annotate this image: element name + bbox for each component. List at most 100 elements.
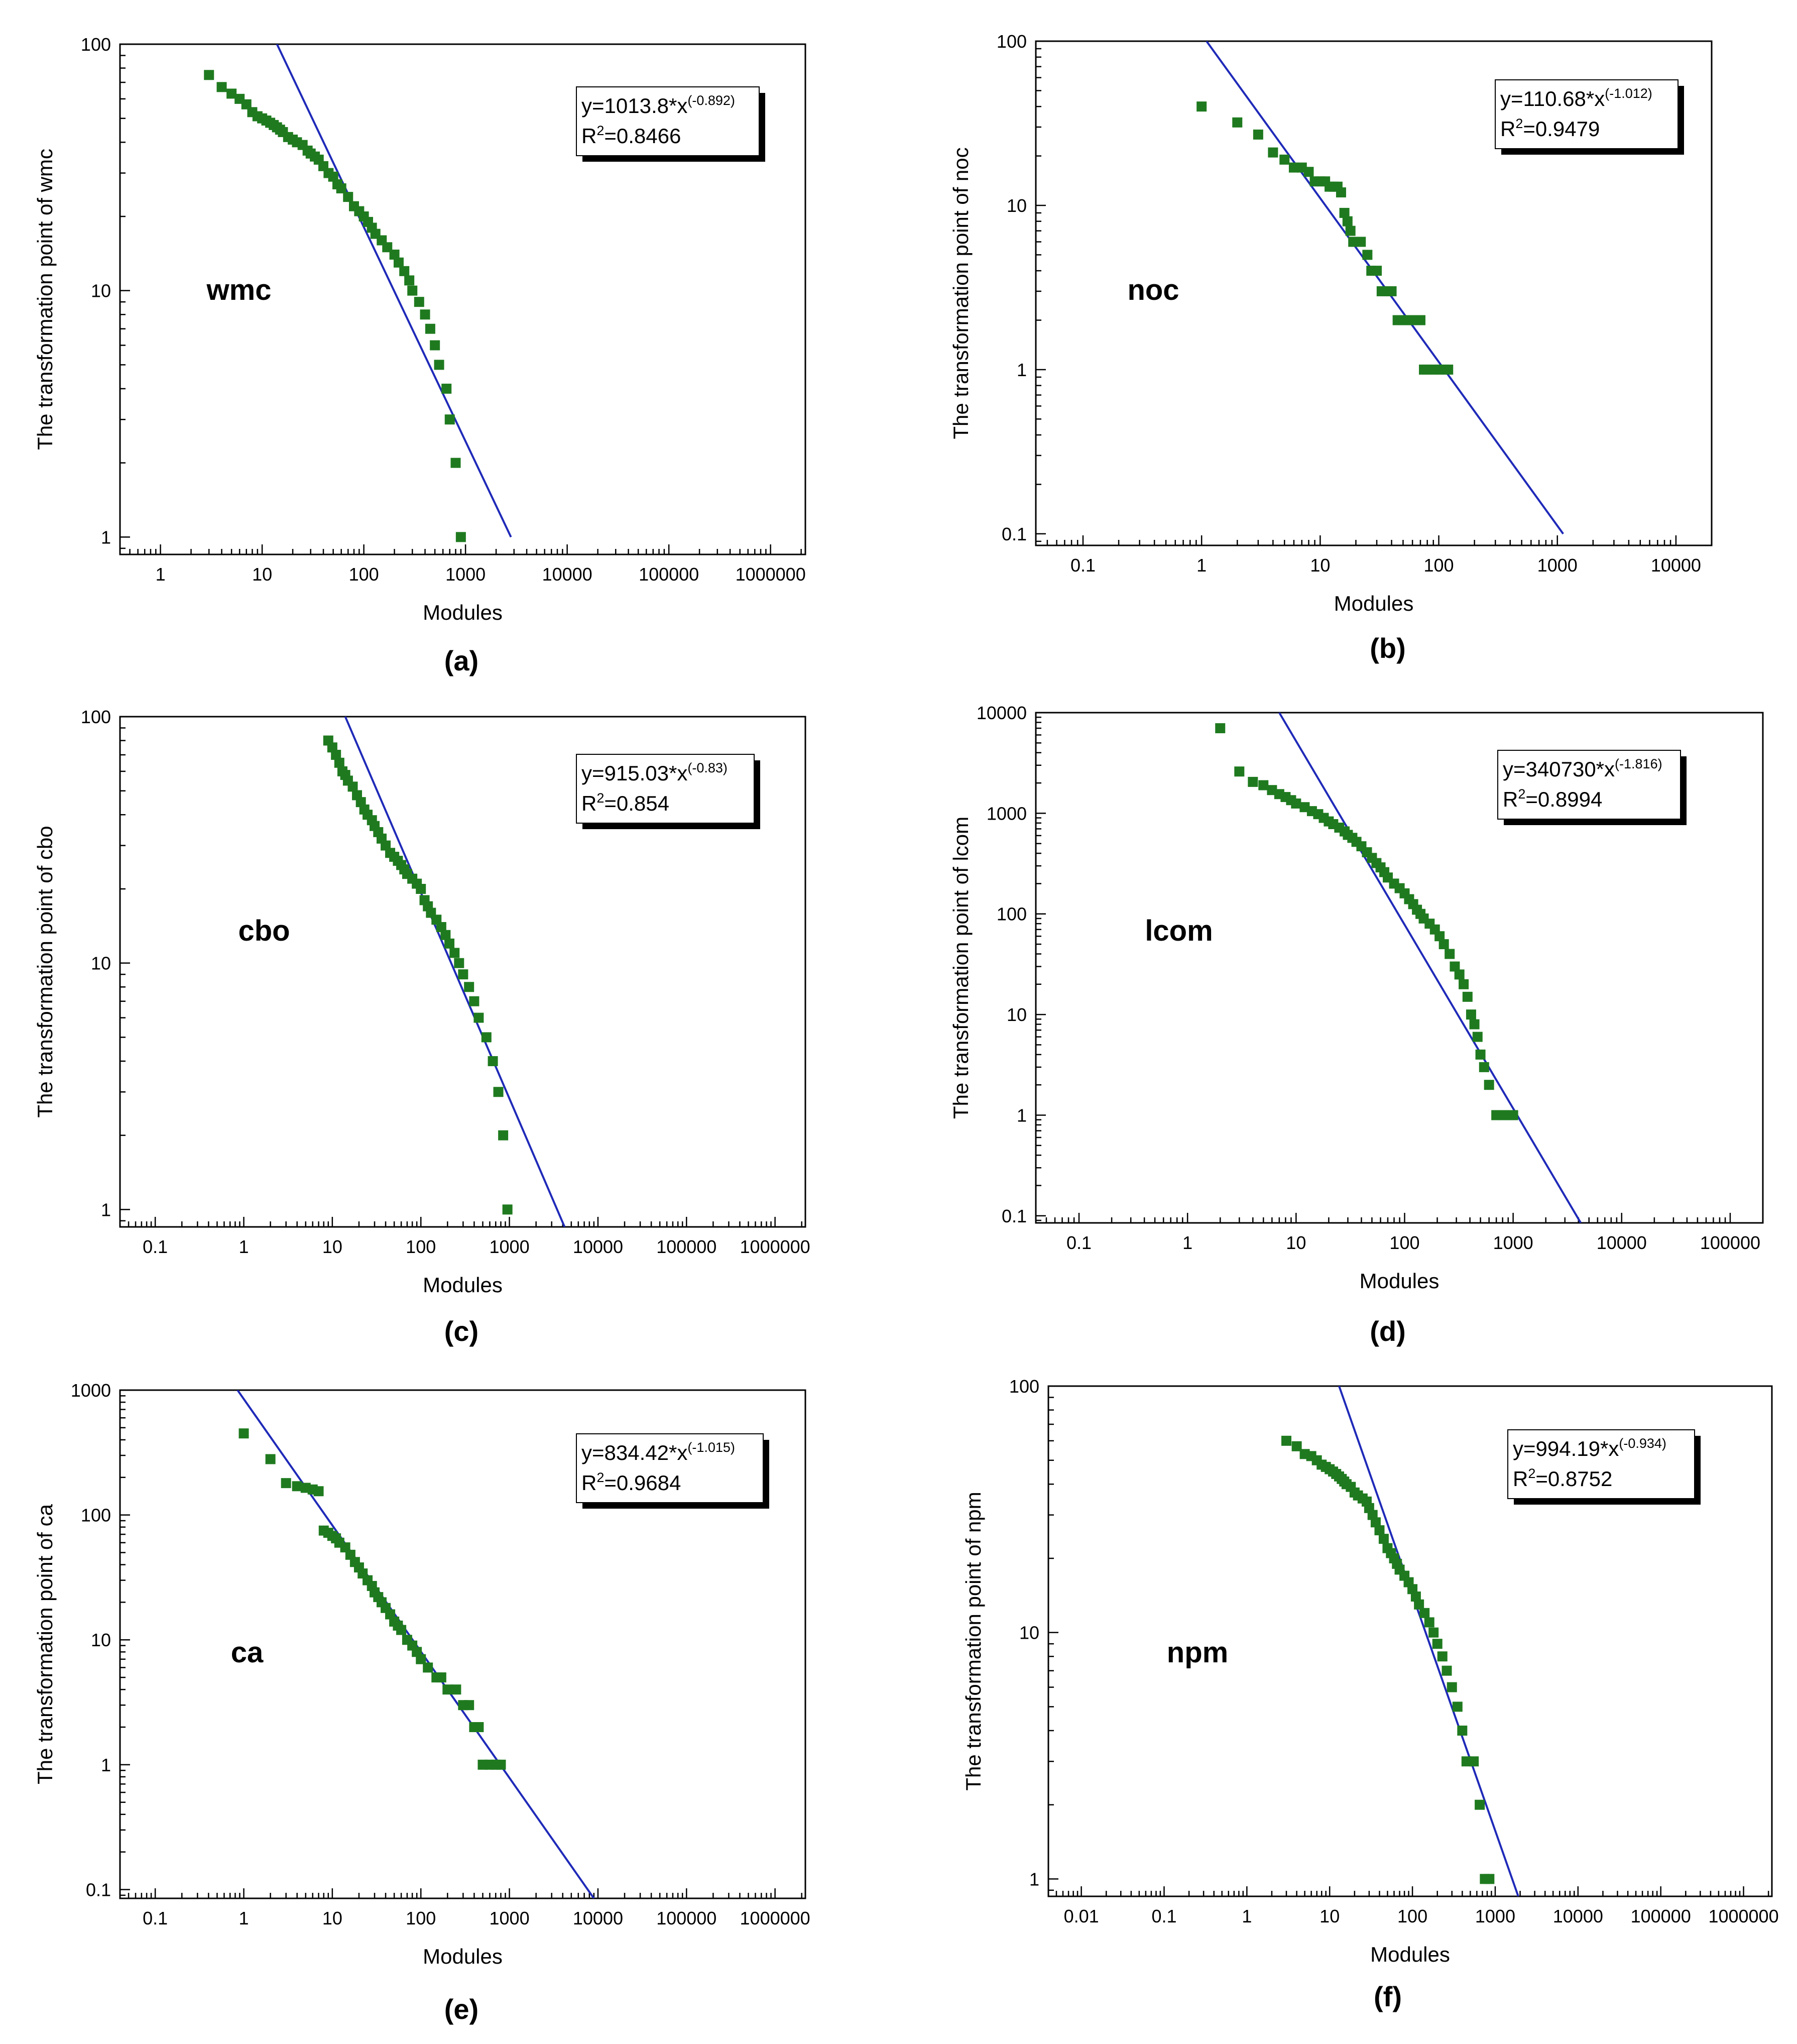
x-tick-label: 0.01 [1064,1906,1099,1926]
equation-box [576,1433,764,1503]
panel-caption: (e) [444,1993,478,2025]
data-point [1484,1874,1495,1884]
x-tick-label: 0.1 [143,1908,168,1928]
x-tick-label: 1000 [1493,1232,1533,1253]
data-point [1370,1517,1381,1528]
data-point [464,1700,474,1711]
data-point [1253,129,1263,140]
data-point [414,297,424,307]
r-squared-value: =0.9684 [604,1471,681,1495]
data-point [399,266,410,276]
r-squared: R2=0.9684 [581,1470,681,1495]
y-tick-label: 100 [997,31,1027,52]
data-point [451,1684,461,1695]
x-tick-label: 1 [1182,1232,1192,1253]
panel-f: 0.01 0.1 1 10 100 1000 10000 100000 1000000 1 10 10… [962,1376,1779,2012]
fit-line [344,717,566,1227]
metric-label: cbo [238,915,290,947]
data-point [1447,1682,1457,1692]
y-axis-label: The transformation point of wmc [33,149,57,450]
x-tick-label: 100000 [656,1236,716,1257]
data-point [334,757,344,768]
fit-equation-text: y=834.42*x [581,1441,687,1464]
data-point [396,1625,407,1635]
x-axis-label: Modules [423,1945,503,1968]
panel-caption: (a) [444,645,478,676]
fit-exponent: (-1.015) [687,1440,735,1455]
data-point [1450,961,1460,972]
data-points [1215,723,1518,1120]
data-point [292,1481,302,1492]
metric-label: wmc [206,274,272,306]
r-squared-exponent: 2 [596,790,604,806]
data-point [436,1672,446,1683]
data-point [1475,1799,1485,1810]
r-squared-value: =0.8994 [1525,787,1602,811]
x-tick-label: 0.1 [1070,555,1096,576]
fit-equation-text: y=994.19*x [1513,1437,1619,1460]
data-point [216,82,227,92]
x-tick-label: 1000 [490,1236,530,1257]
data-point [488,1056,498,1066]
panel-e: 0.1 1 10 100 1000 10000 100000 1000000 0.1 1 10 100… [33,1380,810,2025]
data-points [238,1428,506,1770]
data-points [1281,1435,1495,1884]
equation-box [1507,1429,1695,1499]
data-point [1459,979,1469,989]
x-axis-label: Modules [1370,1943,1450,1966]
x-tick-label: 1000000 [740,1236,810,1257]
equation-box [1495,79,1679,149]
data-point [313,1486,324,1497]
panel-caption: (d) [1370,1315,1406,1347]
fit-exponent: (-1.012) [1605,86,1652,101]
metric-label: npm [1167,1636,1228,1669]
x-tick-label: 10000 [1597,1232,1647,1253]
panel-b: 0.1 1 10 100 1000 10000 0.1 1 10 100 Modules The tr… [949,31,1713,664]
equation-box [1497,750,1681,820]
data-point [1434,931,1445,942]
y-tick-label: 0.1 [1002,524,1027,544]
data-point [1356,237,1366,247]
data-point [1362,250,1373,260]
data-point [1445,949,1455,959]
data-point [1469,1756,1479,1767]
r-squared: R2=0.854 [581,790,669,815]
r-squared-symbol: R [581,124,596,148]
equation-box [576,754,755,824]
data-point [1291,1441,1302,1451]
data-point [1472,1032,1483,1042]
x-tick-label: 10000 [573,1908,623,1928]
r-squared: R2=0.9479 [1500,116,1600,141]
data-point [1443,364,1454,375]
data-point [469,996,480,1006]
plot-frame [1047,1385,1773,1897]
data-points [1196,101,1454,375]
data-points [204,70,466,542]
data-point [1232,117,1243,128]
x-tick-label: 10000 [573,1236,623,1257]
x-tick-label: 10 [1286,1232,1306,1253]
data-point [1466,1009,1476,1020]
x-axis-label: Modules [1334,592,1414,615]
r-squared-exponent: 2 [1515,116,1523,131]
data-point [1432,1639,1443,1649]
data-point [1508,1110,1518,1120]
fit-exponent: (-0.934) [1619,1436,1666,1451]
plot-frame [119,43,806,555]
x-tick-label: 100000 [1700,1232,1760,1253]
data-point [407,285,418,296]
data-point [331,750,341,760]
r-squared-value: =0.9479 [1523,117,1600,141]
data-point [441,383,452,394]
y-axis-label: The transformation point of cbo [33,826,57,1117]
fit-line [276,44,512,538]
data-point [458,969,468,980]
y-axis-label: The transformation point of noc [949,147,973,439]
fit-equation-text: y=915.03*x [581,761,687,785]
data-point [502,1204,513,1215]
data-point [496,1759,506,1770]
data-point [473,1012,484,1023]
x-tick-label: 10000 [542,564,592,585]
fit-exponent: (-1.816) [1615,756,1662,771]
y-tick-label: 10 [1007,195,1027,216]
